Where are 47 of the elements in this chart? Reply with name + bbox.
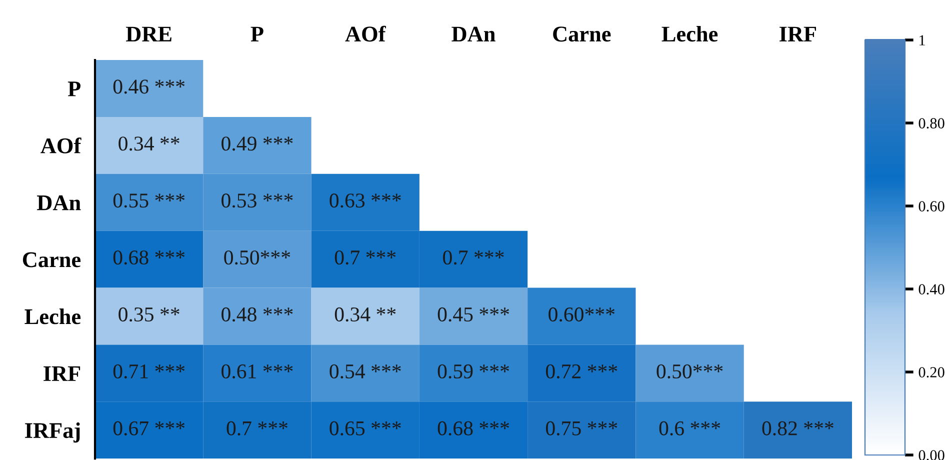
x-tick-label: DRE xyxy=(126,26,172,42)
data-label: 0.67 *** xyxy=(113,421,185,436)
data-label: 0.49 *** xyxy=(222,136,293,151)
data-label: 0.55 *** xyxy=(113,194,185,208)
data-label: 0.34 ** xyxy=(334,307,396,322)
data-label: 0.6 *** xyxy=(659,421,720,436)
data-label: 0.75 *** xyxy=(546,421,618,436)
data-label: 0.68 *** xyxy=(438,421,509,436)
y-tick-label: Leche xyxy=(24,308,81,324)
x-tick-label: Carne xyxy=(553,26,611,42)
y-tick-label: AOf xyxy=(40,137,82,154)
x-tick-label: AOf xyxy=(345,26,386,42)
data-label: 0.7 *** xyxy=(226,421,288,436)
x-tick-label: P xyxy=(250,26,264,42)
data-label: 0.61 *** xyxy=(222,364,293,379)
data-label: 0.65 *** xyxy=(330,421,401,436)
color-bar-label: 0.60 xyxy=(918,201,944,212)
data-label: 0.50*** xyxy=(224,250,290,265)
data-label: 0.72 *** xyxy=(546,364,618,379)
data-label: 0.35 ** xyxy=(118,307,180,322)
x-tick-label: IRF xyxy=(780,26,816,42)
color-bar-label: 0.40 xyxy=(918,284,944,295)
y-tick-label: P xyxy=(68,82,80,96)
data-label: 0.82 *** xyxy=(762,421,834,436)
data-label: 0.63 *** xyxy=(330,194,401,208)
color-bar-label: 0.20 xyxy=(918,367,944,378)
data-label: 0.50*** xyxy=(656,364,723,379)
data-label: 0.60*** xyxy=(548,307,614,322)
data-label: 0.46 *** xyxy=(113,80,185,94)
y-tick-label: IRF xyxy=(44,366,80,381)
color-bar-label: 1 xyxy=(920,35,925,46)
y-tick-label: DAn xyxy=(37,195,81,210)
color-bar-label: 0.80 xyxy=(918,118,944,129)
data-label: 0.34 ** xyxy=(118,136,180,151)
y-tick-label: IRFaj xyxy=(25,422,80,443)
data-label: 0.48 *** xyxy=(222,307,293,322)
data-label: 0.7 *** xyxy=(334,250,396,265)
x-tick-label: Leche xyxy=(662,26,718,42)
x-tick-label: DAn xyxy=(452,26,496,42)
data-label: 0.45 *** xyxy=(438,307,509,322)
data-label: 0.7 *** xyxy=(443,250,504,265)
y-tick-label: Carne xyxy=(22,252,81,268)
data-label: 0.71 *** xyxy=(113,364,185,379)
data-label: 0.68 *** xyxy=(113,250,185,265)
data-label: 0.53 *** xyxy=(222,194,293,208)
data-label: 0.59 *** xyxy=(438,364,509,379)
data-label: 0.54 *** xyxy=(330,364,401,379)
